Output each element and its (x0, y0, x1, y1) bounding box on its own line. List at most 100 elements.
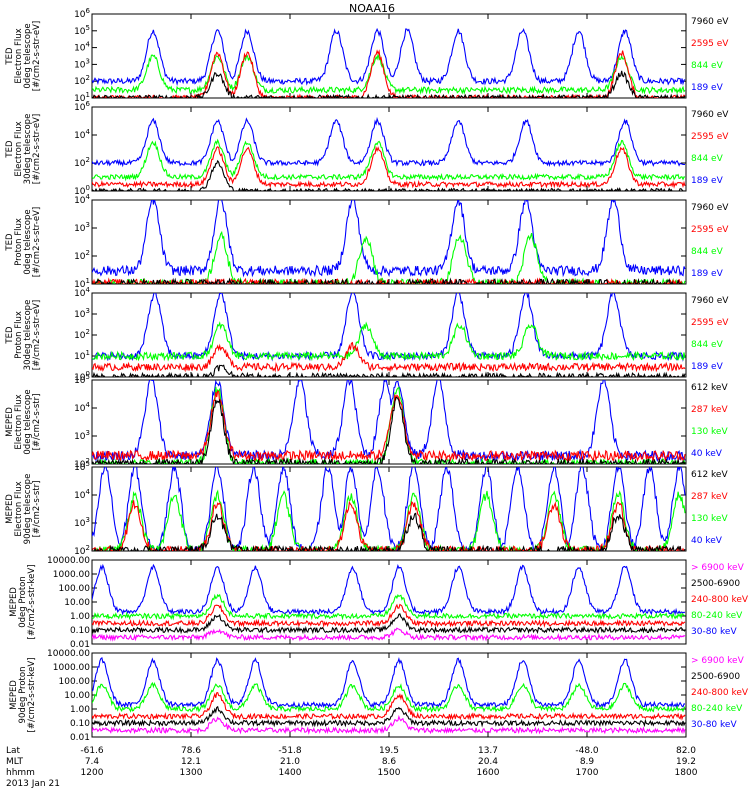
legend-entry: 189 eV (691, 362, 724, 372)
y-axis-label-line: Proton Flux (14, 218, 24, 266)
y-tick-label: 1.00 (70, 612, 90, 622)
series-line-red (92, 500, 685, 551)
y-axis-label-line: TED (5, 233, 15, 252)
y-tick-label: 1000.00 (53, 570, 90, 580)
y-tick-label: 100.00 (59, 677, 91, 687)
series-line-blue (92, 27, 686, 87)
y-tick-label: 1.00 (70, 705, 90, 715)
series-line-magenta (92, 714, 686, 735)
y-axis-label-line: [#/cm2-s-str-eV] (32, 21, 42, 91)
series-line-green (92, 230, 686, 284)
legend-entry: 30-80 keV (691, 627, 737, 637)
axis-lat-label: -48.0 (575, 746, 599, 756)
series-line-black (92, 396, 686, 464)
y-tick-label: 104 (74, 488, 90, 501)
y-tick-label: 0.10 (70, 719, 90, 729)
y-axis-label-line: TED (5, 326, 15, 345)
panel-8: 0.01 0.10 1.00 10.00 100.00 1000.00 10000.00 ME… (9, 649, 749, 743)
y-tick-label: 0.10 (70, 626, 90, 636)
legend-entry: 80-240 keV (691, 611, 743, 621)
y-axis-label-line: [#/cm2-s-str-keV] (27, 658, 37, 733)
axis-mlt-label: 7.4 (85, 757, 100, 767)
y-tick-label: 101 (74, 349, 90, 362)
axis-hhmm-label: 1700 (576, 768, 599, 778)
y-axis-label-line: Electron Flux (14, 28, 24, 83)
y-axis-label-line: 0deg telescope (23, 23, 33, 88)
series-group (92, 27, 686, 98)
legend-entry: 2595 eV (691, 318, 729, 328)
y-axis-label-line: 0deg Proton (18, 576, 28, 628)
y-tick-label: 10000.00 (47, 649, 90, 659)
series-line-green (92, 593, 686, 621)
legend-entry: 287 keV (691, 405, 728, 415)
y-tick-label: 100.00 (59, 584, 91, 594)
y-axis-label-line: [#/cm2-s-str-eV] (32, 207, 42, 277)
y-tick-label: 103 (74, 57, 90, 70)
y-axis-label-line: TED (5, 140, 15, 159)
series-line-blue (92, 293, 686, 362)
y-tick-label: 0.01 (70, 640, 90, 650)
series-group (92, 380, 686, 464)
series-line-blue (92, 200, 686, 278)
series-group (92, 200, 686, 284)
legend-entry: 844 eV (691, 154, 724, 164)
panel-1: 101 102 103 104 105 106 TED Electron Flux 0deg t… (5, 7, 729, 104)
legend-entry: 612 keV (691, 383, 728, 393)
series-line-green (92, 54, 686, 95)
axis-lat-label: 13.7 (478, 746, 498, 756)
y-axis-label-line: 30deg telescope (23, 114, 33, 185)
series-line-red (92, 691, 686, 721)
series-line-blue (92, 380, 686, 463)
legend-entry: 844 eV (691, 340, 724, 350)
y-tick-label: 106 (74, 7, 90, 20)
y-axis-label-line: Electron Flux (14, 121, 24, 176)
y-axis-label-line: [#/cm2-s-str] (32, 394, 42, 451)
legend-entry: > 6900 keV (691, 656, 745, 666)
y-tick-label: 102 (74, 74, 90, 87)
legend-entry: 189 eV (691, 83, 724, 93)
legend-entry: 240-800 keV (691, 595, 749, 605)
series-line-green (92, 386, 686, 464)
legend-entry: 40 keV (691, 536, 723, 546)
series-line-green (92, 321, 686, 362)
y-axis-label-line: [#/cm2-s-str] (32, 481, 42, 538)
series-line-blue (92, 467, 686, 551)
time-axis: LatMLThhmm-61.67.4120078.612.11300-51.82… (6, 746, 698, 789)
series-line-red (92, 603, 686, 628)
panel-6: 102 103 104 105 MEPED Electron Flux 90deg tele… (5, 460, 728, 557)
y-tick-label: 10.00 (64, 598, 90, 608)
legend-entry: 2500-6900 (691, 579, 740, 589)
legend-entry: 612 keV (691, 470, 728, 480)
axis-mlt-label: 8.6 (382, 757, 397, 767)
y-tick-label: 102 (74, 544, 90, 557)
series-line-red (92, 390, 686, 463)
y-axis-label-line: MEPED (5, 494, 15, 524)
axis-lat-label: 78.6 (181, 746, 201, 756)
y-tick-label: 10000.00 (47, 556, 90, 566)
y-tick-label: 105 (74, 24, 90, 37)
y-tick-label: 102 (74, 156, 90, 169)
legend-entry: 7960 eV (691, 203, 729, 213)
y-tick-label: 104 (74, 193, 90, 206)
series-line-black (92, 613, 686, 635)
axis-row-label: hhmm (6, 768, 35, 778)
legend-entry: 7960 eV (691, 17, 729, 27)
y-tick-label: 103 (74, 429, 90, 442)
legend-entry: 287 keV (691, 492, 728, 502)
legend-entry: 240-800 keV (691, 688, 749, 698)
series-line-blue (92, 563, 686, 616)
y-tick-label: 100 (74, 184, 90, 197)
y-axis-label-line: TED (5, 47, 15, 66)
y-tick-label: 10.00 (64, 691, 90, 701)
axis-mlt-label: 19.2 (676, 757, 696, 767)
legend-entry: 130 keV (691, 514, 728, 524)
y-axis-label-line: MEPED (9, 587, 19, 617)
y-tick-label: 103 (74, 307, 90, 320)
y-tick-label: 104 (74, 128, 90, 141)
legend-entry: 2595 eV (691, 39, 729, 49)
axis-lat-label: -61.6 (80, 746, 104, 756)
axis-row-label: Lat (6, 746, 21, 756)
y-tick-label: 103 (74, 221, 90, 234)
axis-lat-label: 19.5 (379, 746, 399, 756)
